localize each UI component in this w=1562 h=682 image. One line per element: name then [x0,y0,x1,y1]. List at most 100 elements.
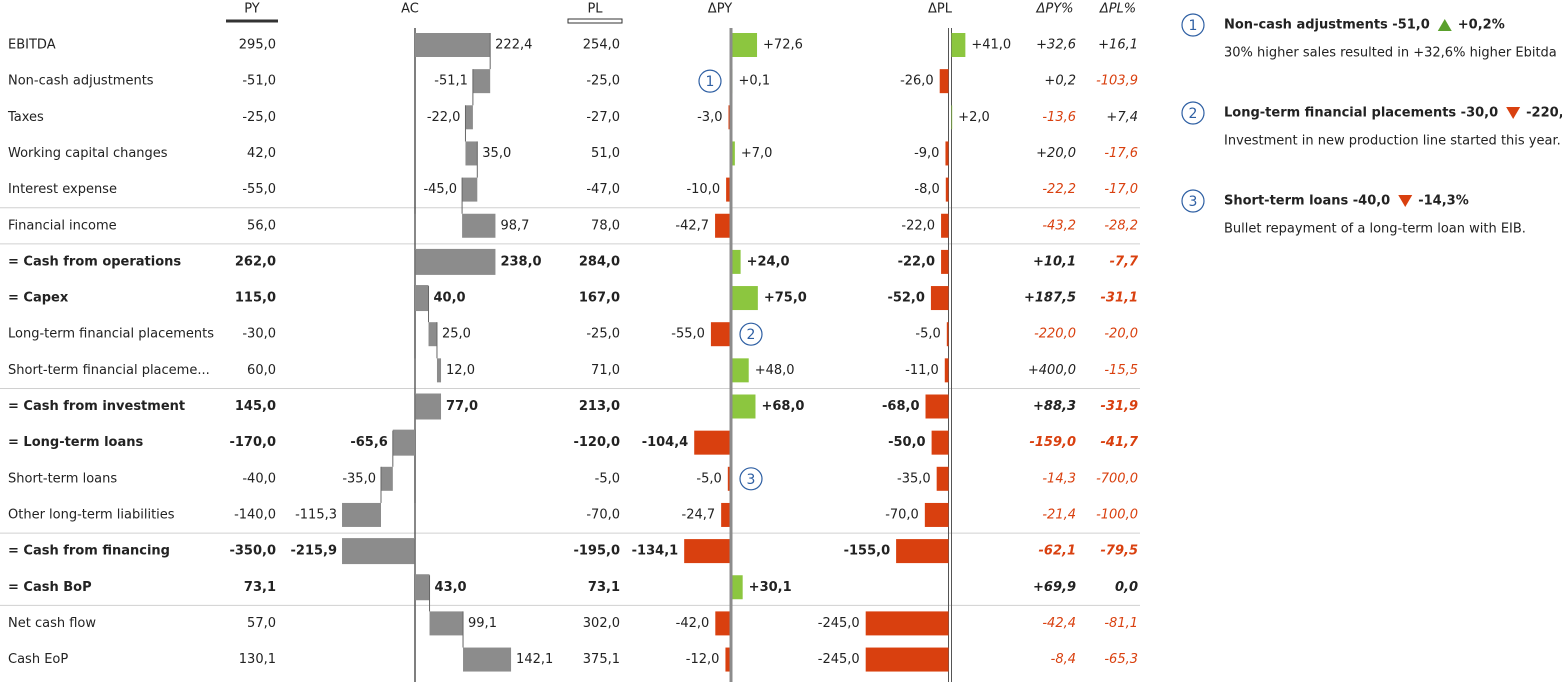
dpl-bar [945,141,949,166]
note-triangle [1506,107,1521,119]
py-value: 295,0 [239,38,276,53]
note-title: Non-cash adjustments -51,0 [1224,18,1430,33]
note-change: +0,2% [1458,18,1505,33]
row-label: EBITDA [8,38,56,53]
dpy-bar [684,539,730,564]
dpl-bar [930,286,949,311]
dpl-label: -9,0 [914,146,939,161]
py-value: 57,0 [247,616,276,631]
dpl-label: -11,0 [905,363,939,378]
column-header: ΔPL [928,2,953,17]
ac-label: 98,7 [500,218,529,233]
dpy-label: -134,1 [632,544,679,559]
py-value: -51,0 [242,74,276,89]
dpl-label: -26,0 [900,74,934,89]
py-value: 130,1 [239,652,276,667]
dpl-pct: -100,0 [1096,507,1138,522]
ac-label: 43,0 [435,580,467,595]
note-marker [739,322,763,346]
py-value: 42,0 [247,146,276,161]
dpy-bar [727,466,730,491]
note-marker-number: 1 [706,74,715,90]
ac-label: 142,1 [516,652,553,667]
dpl-label: -70,0 [885,507,919,522]
pl-value: 51,0 [591,146,620,161]
ac-bar [429,611,464,636]
dpy-bar [725,647,730,672]
dpl-label: -155,0 [844,544,891,559]
pl-value: -27,0 [586,110,620,125]
column-header: PL [587,2,603,17]
dpy-pct: +10,1 [1033,254,1076,269]
ac-label: -45,0 [423,182,457,197]
ac-bar [342,538,415,565]
note-circle [1181,13,1205,37]
dpl-bar [951,105,953,130]
dpy-pct: -42,4 [1042,616,1076,631]
dpy-pct: -22,2 [1042,182,1076,197]
pl-value: 213,0 [579,399,620,414]
dpy-label: -10,0 [686,182,720,197]
py-value: 60,0 [247,363,276,378]
dpl-pct: -65,3 [1104,652,1138,667]
column-header: PY [244,2,260,17]
dpy-label: -12,0 [686,652,720,667]
column-header: AC [401,2,419,17]
dpy-pct: +88,3 [1033,399,1076,414]
dpl-label: -35,0 [897,471,931,486]
py-value: 115,0 [235,291,276,306]
ac-label: 40,0 [434,291,466,306]
row-label: Net cash flow [8,616,96,631]
row-label: = Long-term loans [8,435,144,450]
dpl-label: -52,0 [887,291,924,306]
ac-bar [462,177,478,202]
ac-bar [415,248,496,275]
ac-bar [465,141,478,166]
dpl-bar [941,213,949,238]
row-label: Cash EoP [8,652,68,667]
dpy-pct: -62,1 [1039,544,1076,559]
ac-bar [463,647,512,672]
py-value: -170,0 [229,435,276,450]
dpl-bar [936,466,949,491]
dpy-bar [694,430,730,455]
row-label: Short-term loans [8,471,117,486]
column-header: ΔPL% [1099,2,1136,17]
dpy-bar [732,575,743,600]
row-label: = Cash from investment [8,399,185,414]
dpy-bar [728,105,730,130]
dpy-pct: -21,4 [1042,507,1076,522]
ac-label: 35,0 [482,146,511,161]
dpl-pct: -15,5 [1104,363,1138,378]
dpy-pct: -14,3 [1042,471,1076,486]
dpl-label: -8,0 [914,182,939,197]
row-label: Non-cash adjustments [8,74,154,89]
ac-label: 99,1 [468,616,497,631]
dpl-label: -22,0 [901,218,935,233]
ac-bar [465,105,473,130]
dpl-label: -245,0 [818,652,860,667]
py-value: -350,0 [229,544,276,559]
dpl-bar [865,611,949,636]
dpl-pct: -20,0 [1104,327,1138,342]
ac-bar [342,502,381,527]
dpy-label: -5,0 [696,471,721,486]
note-circle [1181,101,1205,125]
ac-bar [462,213,496,238]
column-header: ΔPY [708,2,732,17]
dpy-label: -55,0 [671,327,705,342]
dpl-bar [865,647,949,672]
dpy-bar [726,177,730,202]
dpy-label: +0,1 [739,74,771,89]
dpy-label: -3,0 [697,110,722,125]
note-change: -14,3% [1418,194,1469,209]
note-number: 1 [1189,18,1198,34]
ac-bar [415,574,430,601]
note-title: Long-term financial placements -30,0 [1224,106,1498,121]
dpl-pct: -103,9 [1096,74,1138,89]
row-label: Taxes [7,110,44,125]
note-triangle [1437,19,1452,31]
note-marker [739,467,763,491]
dpl-pct: -31,9 [1101,399,1138,414]
